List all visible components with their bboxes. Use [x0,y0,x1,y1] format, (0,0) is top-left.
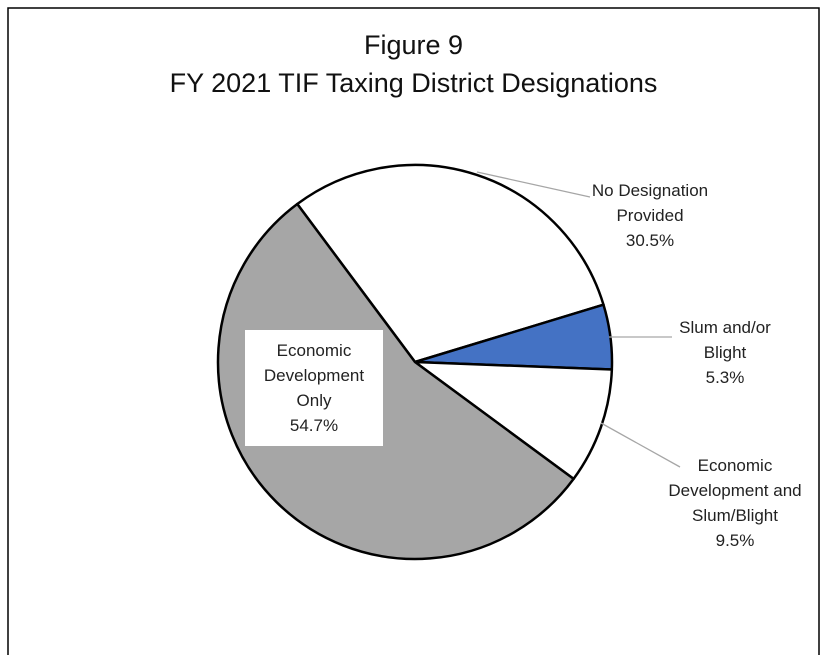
label-value: 30.5% [625,231,675,250]
chart-subtitle: FY 2021 TIF Taxing District Designations [169,68,658,98]
data-label: No Designation Provided 30.5% [570,178,730,253]
label-value: 5.3% [705,368,745,387]
leader-line [600,422,681,468]
data-label: Economic Development and Slum/Blight 9.5% [665,453,805,553]
pie-slice [296,163,605,364]
leader-line [476,171,591,198]
data-label: Slum and/or Blight 5.3% [660,315,790,390]
chart-title: Figure 9 [363,30,464,60]
label-name: Slum and/or Blight [679,318,771,362]
data-label: Economic Development Only 54.7% [245,330,383,446]
label-value: 9.5% [715,531,755,550]
pie-slice [413,360,614,481]
label-name: Economic Development Only [263,341,365,410]
label-name: Economic Development and Slum/Blight [668,456,802,525]
label-name: No Designation Provided [591,181,709,225]
pie-slice [216,202,575,561]
label-value: 54.7% [289,416,339,435]
